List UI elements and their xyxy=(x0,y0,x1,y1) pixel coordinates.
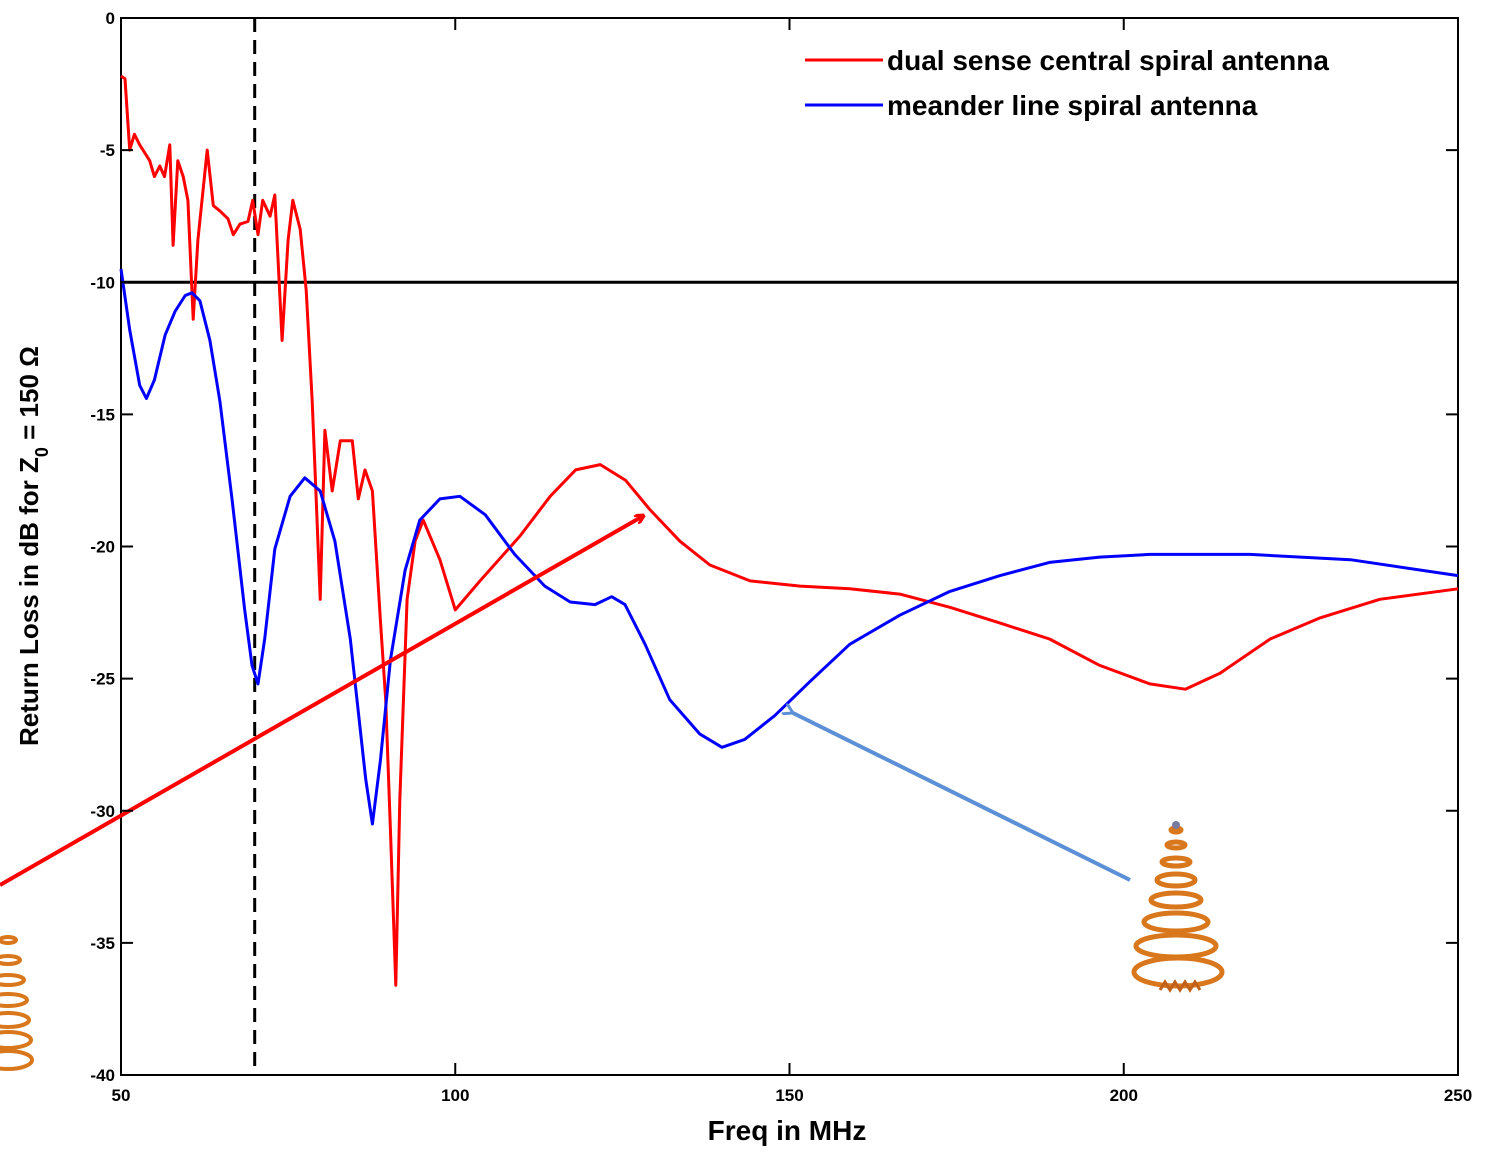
x-tick-label: 150 xyxy=(775,1086,803,1105)
y-tick-label: -5 xyxy=(100,141,115,160)
y-tick-label: -10 xyxy=(90,273,115,292)
legend-label: dual sense central spiral antenna xyxy=(887,45,1329,76)
y-label-sub: 0 xyxy=(32,447,52,457)
y-tick-label: -30 xyxy=(90,802,115,821)
antenna-icon xyxy=(1131,821,1225,993)
y-tick-label: -35 xyxy=(90,934,115,953)
x-tick-label: 250 xyxy=(1444,1086,1472,1105)
series-line xyxy=(120,74,1459,987)
antenna-icon xyxy=(0,935,34,1071)
y-tick-label: -15 xyxy=(90,405,115,424)
y-tick-label: -20 xyxy=(90,538,115,557)
legend-label: meander line spiral antenna xyxy=(887,90,1258,121)
y-label-part: Return Loss in dB for Z xyxy=(14,457,44,746)
x-tick-label: 200 xyxy=(1110,1086,1138,1105)
x-tick-label: 50 xyxy=(112,1086,131,1105)
annotation-arrow xyxy=(793,713,1131,882)
y-axis-label: Return Loss in dB for Z0 = 150 Ω xyxy=(14,346,52,746)
x-axis-label: Freq in MHz xyxy=(708,1115,867,1146)
x-tick-label: 100 xyxy=(441,1086,469,1105)
y-tick-label: -25 xyxy=(90,670,115,689)
y-tick-label: 0 xyxy=(106,9,115,28)
annotation-arrow xyxy=(0,516,643,887)
y-label-part: = 150 Ω xyxy=(14,346,44,447)
series-line xyxy=(119,268,1459,826)
y-tick-label: -40 xyxy=(90,1066,115,1085)
